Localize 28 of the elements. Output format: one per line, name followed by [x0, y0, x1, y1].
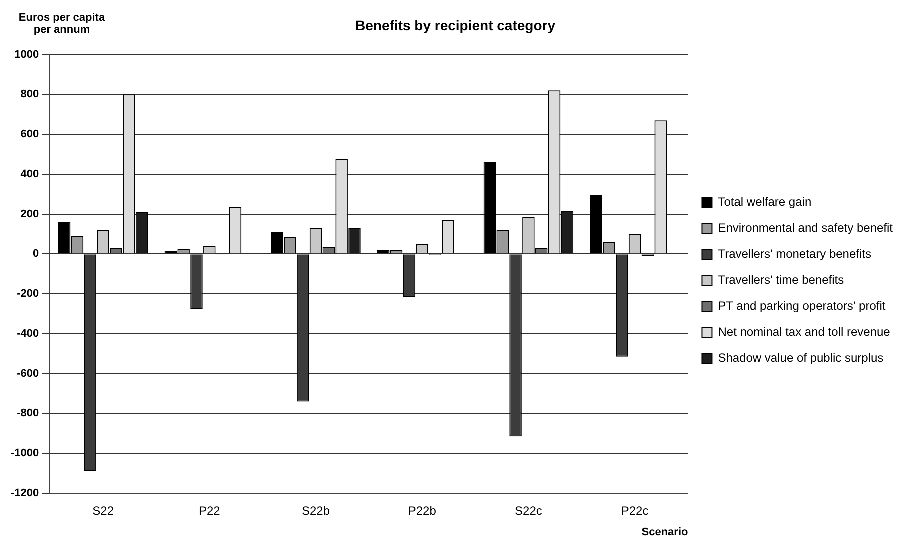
x-tick-label: P22 [198, 504, 221, 518]
y-axis-title: Euros per capita per annum [18, 12, 106, 36]
y-tick-label: 200 [20, 208, 40, 220]
y-tick-label: -800 [17, 408, 40, 420]
legend-label: Total welfare gain [718, 194, 812, 209]
y-tick-label: 600 [20, 128, 40, 141]
x-tick-label: P22c [621, 504, 649, 518]
x-tick-label: S22b [302, 504, 330, 518]
chart-title: Benefits by recipient category [356, 17, 556, 34]
legend-label: Net nominal tax and toll revenue [718, 324, 891, 339]
y-tick-label: -1200 [10, 487, 40, 500]
x-tick-label: P22b [408, 504, 437, 518]
y-tick-label: -200 [17, 288, 40, 300]
y-tick-label: 0 [33, 248, 40, 260]
x-tick-label: S22c [515, 504, 542, 518]
y-tick-label: 1000 [14, 48, 40, 61]
x-axis-title: Scenario [642, 526, 689, 538]
y-tick-label: -1000 [10, 448, 40, 460]
legend-label: Travellers' monetary benefits [718, 246, 872, 261]
x-tick-label: S22 [92, 504, 114, 518]
legend-label: Shadow value of public surplus [718, 350, 884, 365]
legend-label: PT and parking operators' profit [718, 298, 886, 313]
y-tick-label: -600 [17, 368, 40, 380]
legend-label: Environmental and safety benefit [718, 220, 894, 235]
legend-label: Travellers' time benefits [718, 272, 844, 287]
y-tick-label: -400 [17, 328, 40, 340]
y-tick-label: 800 [20, 88, 40, 101]
y-tick-label: 400 [20, 168, 40, 180]
